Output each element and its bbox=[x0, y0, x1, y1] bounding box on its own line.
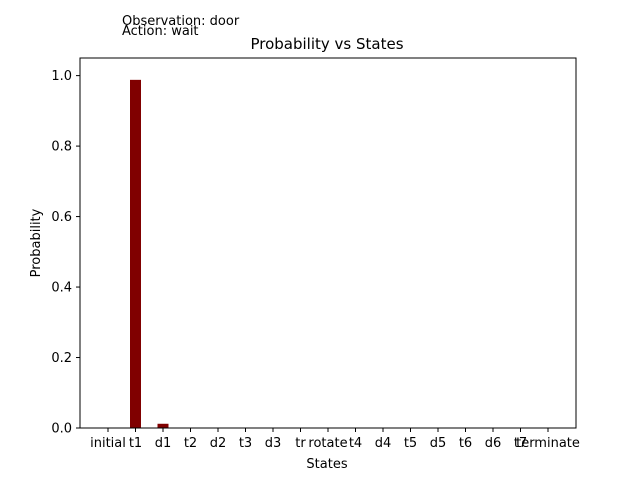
y-tick-label: 0.6 bbox=[51, 210, 72, 225]
x-tick-label: tr bbox=[295, 436, 306, 451]
y-tick-label: 0.0 bbox=[51, 422, 72, 437]
x-tick-label: t1 bbox=[129, 436, 142, 451]
x-tick-label: t4 bbox=[349, 436, 362, 451]
plot-frame bbox=[79, 57, 577, 429]
x-tick-label: d5 bbox=[430, 436, 447, 451]
x-tick-label: d3 bbox=[265, 436, 282, 451]
bars-group bbox=[130, 79, 169, 428]
y-tick-label: 0.8 bbox=[51, 140, 72, 155]
y-tick-label: 0.4 bbox=[51, 281, 72, 296]
observation-annotation: Observation: door bbox=[122, 14, 240, 29]
x-tick-label: d1 bbox=[155, 436, 172, 451]
y-axis: 0.0 0.2 0.4 0.6 0.8 1.0 bbox=[51, 69, 80, 437]
action-annotation: Action: wait bbox=[122, 24, 199, 39]
y-axis-label: Probability bbox=[29, 208, 44, 277]
x-tick-label: terminate bbox=[516, 436, 580, 451]
y-tick-label: 0.2 bbox=[51, 351, 72, 366]
x-tick-label: t3 bbox=[239, 436, 252, 451]
chart-title: Probability vs States bbox=[250, 35, 403, 53]
x-tick-label: d6 bbox=[485, 436, 502, 451]
x-tick-label: d4 bbox=[375, 436, 392, 451]
x-tick-label: d2 bbox=[210, 436, 227, 451]
bar-t1 bbox=[130, 79, 141, 428]
x-tick-label: initial bbox=[90, 436, 126, 451]
y-tick-label: 1.0 bbox=[51, 69, 72, 84]
x-tick-label: t7 bbox=[514, 436, 527, 451]
x-tick-label: t2 bbox=[184, 436, 197, 451]
x-axis-label: States bbox=[306, 457, 347, 472]
x-tick-label: t6 bbox=[459, 436, 472, 451]
x-axis: initial t1 d1 t2 d2 t3 d3 tr rotate t4 d4 t5 d5 t6 d6 t… bbox=[90, 428, 580, 451]
x-tick-label: rotate bbox=[308, 436, 347, 451]
bar-d1 bbox=[157, 423, 169, 428]
x-tick-label: t5 bbox=[404, 436, 417, 451]
